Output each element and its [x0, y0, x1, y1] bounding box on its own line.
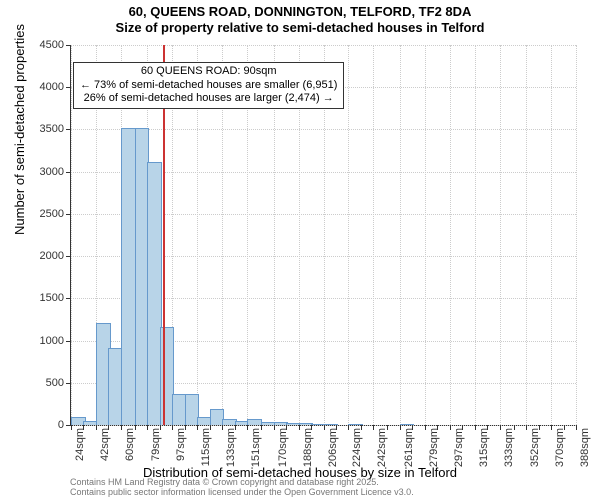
x-tick-label: 333sqm — [503, 428, 515, 467]
y-tick-label: 4000 — [24, 81, 64, 93]
x-tick-mark — [348, 425, 349, 430]
x-tick-mark — [551, 425, 552, 430]
x-tick-label: 261sqm — [403, 428, 415, 467]
x-tick-mark — [425, 425, 426, 430]
x-tick-label: 133sqm — [225, 428, 237, 467]
x-tick-mark — [121, 425, 122, 430]
x-tick-label: 388sqm — [579, 428, 591, 467]
y-tick-label: 1500 — [24, 292, 64, 304]
x-tick-label: 79sqm — [150, 428, 162, 461]
x-tick-mark — [274, 425, 275, 430]
gridline-v — [576, 45, 577, 425]
y-tick-label: 500 — [24, 377, 64, 389]
chart-title-sub: Size of property relative to semi-detach… — [0, 20, 600, 35]
x-tick-label: 42sqm — [99, 428, 111, 461]
gridline-v — [71, 45, 72, 425]
x-tick-label: 352sqm — [529, 428, 541, 467]
y-tick-label: 2000 — [24, 250, 64, 262]
x-tick-label: 60sqm — [124, 428, 136, 461]
x-tick-mark — [71, 425, 72, 430]
x-tick-mark — [576, 425, 577, 430]
chart-container: 60, QUEENS ROAD, DONNINGTON, TELFORD, TF… — [0, 0, 600, 500]
annotation-box: 60 QUEENS ROAD: 90sqm← 73% of semi-detac… — [73, 62, 344, 109]
x-tick-label: 242sqm — [376, 428, 388, 467]
histogram-bar — [324, 424, 339, 425]
x-tick-mark — [96, 425, 97, 430]
x-tick-mark — [450, 425, 451, 430]
y-tick-label: 3500 — [24, 123, 64, 135]
x-tick-label: 170sqm — [277, 428, 289, 467]
gridline-v — [400, 45, 401, 425]
x-tick-mark — [526, 425, 527, 430]
chart-title-main: 60, QUEENS ROAD, DONNINGTON, TELFORD, TF… — [0, 4, 600, 19]
gridline-v — [425, 45, 426, 425]
x-tick-mark — [373, 425, 374, 430]
gridline-v — [500, 45, 501, 425]
gridline-v — [373, 45, 374, 425]
gridline-v — [551, 45, 552, 425]
x-tick-label: 297sqm — [453, 428, 465, 467]
x-tick-label: 279sqm — [428, 428, 440, 467]
y-tick-label: 3000 — [24, 166, 64, 178]
histogram-bar — [348, 424, 363, 425]
x-tick-label: 370sqm — [554, 428, 566, 467]
x-tick-mark — [197, 425, 198, 430]
x-tick-label: 97sqm — [175, 428, 187, 461]
histogram-bar — [121, 128, 136, 425]
x-tick-label: 188sqm — [302, 428, 314, 467]
x-tick-label: 24sqm — [74, 428, 86, 461]
x-tick-mark — [172, 425, 173, 430]
histogram-bar — [247, 419, 262, 425]
x-tick-mark — [147, 425, 148, 430]
x-tick-mark — [475, 425, 476, 430]
annotation-line1: 60 QUEENS ROAD: 90sqm — [80, 65, 337, 79]
x-tick-label: 115sqm — [200, 428, 212, 466]
y-tick-label: 2500 — [24, 208, 64, 220]
gridline-v — [475, 45, 476, 425]
x-tick-mark — [500, 425, 501, 430]
x-tick-mark — [222, 425, 223, 430]
x-tick-label: 151sqm — [250, 428, 262, 467]
gridline-v — [348, 45, 349, 425]
plot-area: 60 QUEENS ROAD: 90sqm← 73% of semi-detac… — [70, 45, 576, 426]
gridline-v — [450, 45, 451, 425]
gridline-v — [526, 45, 527, 425]
x-tick-mark — [324, 425, 325, 430]
x-tick-mark — [400, 425, 401, 430]
chart-footer: Contains HM Land Registry data © Crown c… — [70, 478, 414, 498]
y-tick-label: 1000 — [24, 335, 64, 347]
x-tick-mark — [247, 425, 248, 430]
x-tick-mark — [299, 425, 300, 430]
annotation-line2: ← 73% of semi-detached houses are smalle… — [80, 79, 337, 93]
footer-line2: Contains public sector information licen… — [70, 488, 414, 498]
y-tick-label: 4500 — [24, 39, 64, 51]
x-tick-label: 206sqm — [327, 428, 339, 467]
y-tick-label: 0 — [24, 419, 64, 431]
x-tick-label: 224sqm — [351, 428, 363, 467]
x-tick-label: 315sqm — [478, 428, 490, 467]
histogram-bar — [400, 424, 415, 425]
annotation-line3: 26% of semi-detached houses are larger (… — [80, 92, 337, 106]
